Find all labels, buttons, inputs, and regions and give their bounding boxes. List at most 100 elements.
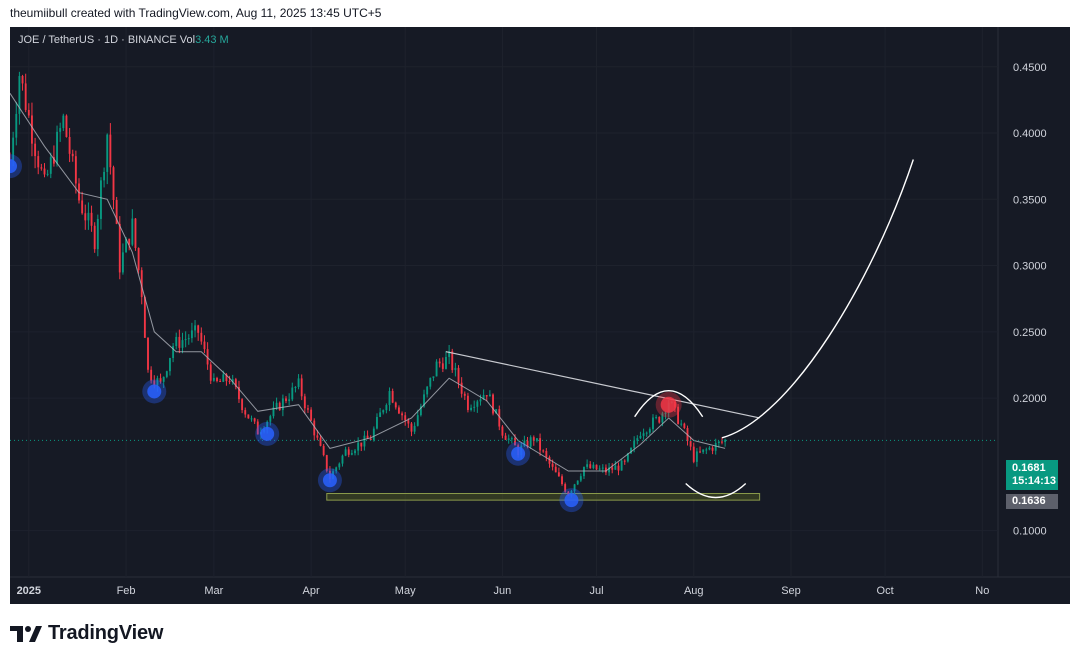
candle-body	[241, 399, 244, 411]
candle-body	[90, 212, 93, 226]
chart-panel[interactable]: JOE / TetherUS · 1D · BINANCE Vol3.43 M …	[10, 27, 1070, 604]
candle-body	[388, 391, 391, 406]
candle-body	[162, 376, 165, 382]
swing-low-marker	[260, 426, 275, 441]
candle-body	[347, 449, 350, 455]
candle-body	[360, 442, 363, 447]
candle-body	[476, 401, 479, 407]
candle-body	[369, 438, 372, 440]
candle-body	[479, 399, 482, 402]
candle-body	[96, 218, 99, 250]
candle-body	[423, 394, 425, 407]
candle-body	[307, 408, 309, 410]
candle-body	[325, 455, 328, 471]
candle-body	[278, 402, 281, 411]
candle-body	[724, 439, 727, 443]
candle-body	[705, 449, 708, 451]
volume-value: 3.43 M	[195, 34, 229, 46]
candle-body	[391, 391, 394, 403]
candle-body	[717, 441, 720, 443]
candle-body	[159, 378, 162, 382]
candle-body	[507, 438, 510, 440]
swing-high-marker	[660, 396, 677, 413]
candle-body	[156, 378, 159, 386]
candle-body	[416, 415, 419, 426]
candle-body	[385, 405, 388, 411]
candle-body	[62, 115, 65, 129]
candle-body	[106, 134, 109, 172]
x-tick-label: No	[975, 585, 989, 597]
candle-body	[426, 386, 429, 395]
candle-body	[413, 425, 416, 432]
candle-body	[175, 336, 178, 347]
y-tick-label: 0.3000	[1013, 261, 1047, 273]
tradingview-brand-text: TradingView	[48, 622, 164, 644]
candle-body	[689, 441, 692, 447]
candle-body	[43, 168, 46, 175]
candle-body	[382, 410, 385, 413]
candle-body	[84, 213, 87, 221]
last-price-value: 0.1681	[1012, 462, 1046, 474]
candle-body	[169, 358, 171, 372]
candle-body	[488, 394, 491, 397]
candle-body	[510, 438, 513, 440]
candle-body	[46, 173, 49, 175]
candle-body	[617, 465, 620, 471]
candle-body	[184, 339, 187, 341]
candle-body	[143, 297, 146, 338]
candle-body	[608, 467, 611, 473]
swing-low-marker	[511, 446, 526, 461]
candle-body	[118, 223, 121, 273]
candle-body	[514, 438, 516, 446]
candle-body	[429, 377, 432, 387]
candle-body	[466, 395, 469, 410]
candle-body	[319, 437, 322, 446]
candle-body	[153, 380, 156, 386]
candle-body	[150, 369, 153, 381]
swing-low-marker	[10, 159, 17, 174]
candle-body	[397, 407, 400, 414]
candle-body	[604, 467, 607, 473]
candle-body	[642, 433, 645, 436]
candle-body	[573, 484, 576, 492]
candle-body	[37, 156, 40, 168]
y-tick-label: 0.4500	[1013, 62, 1047, 74]
candle-body	[134, 218, 137, 249]
candle-body	[445, 356, 447, 369]
price-chart[interactable]: 0.4500 0.4000 0.3500 0.3000 0.2500 0.2000 0.10…	[10, 27, 1070, 604]
candle-body	[216, 378, 218, 382]
candle-body	[630, 447, 632, 454]
candle-body	[18, 76, 21, 114]
candle-body	[498, 409, 501, 427]
candle-body	[131, 218, 134, 245]
bottom-arc	[685, 482, 747, 499]
candle-body	[266, 421, 269, 430]
candle-body	[366, 435, 369, 439]
candle-body	[125, 238, 127, 253]
candle-body	[529, 437, 532, 447]
candle-body	[695, 451, 698, 462]
support-zone	[326, 493, 761, 501]
symbol-legend[interactable]: JOE / TetherUS · 1D · BINANCE Vol3.43 M	[18, 34, 229, 46]
candle-body	[228, 381, 231, 383]
candle-body	[335, 467, 338, 472]
swing-low-marker	[564, 493, 579, 508]
x-tick-label: Jul	[589, 585, 603, 597]
candle-body	[112, 167, 115, 201]
candle-body	[87, 212, 90, 221]
candle-body	[636, 438, 639, 441]
candle-body	[441, 363, 444, 369]
candle-body	[655, 416, 658, 418]
candle-body	[81, 200, 84, 214]
candle-body	[554, 466, 557, 473]
candle-body	[404, 415, 407, 421]
candle-body	[589, 464, 592, 469]
tradingview-logo-icon	[10, 625, 42, 642]
candle-body	[322, 445, 325, 456]
y-tick-label: 0.2000	[1013, 393, 1047, 405]
candle-body	[354, 450, 356, 454]
candle-body	[611, 467, 614, 470]
candle-body	[203, 341, 206, 350]
candle-body	[419, 406, 422, 416]
candle-body	[620, 460, 623, 471]
